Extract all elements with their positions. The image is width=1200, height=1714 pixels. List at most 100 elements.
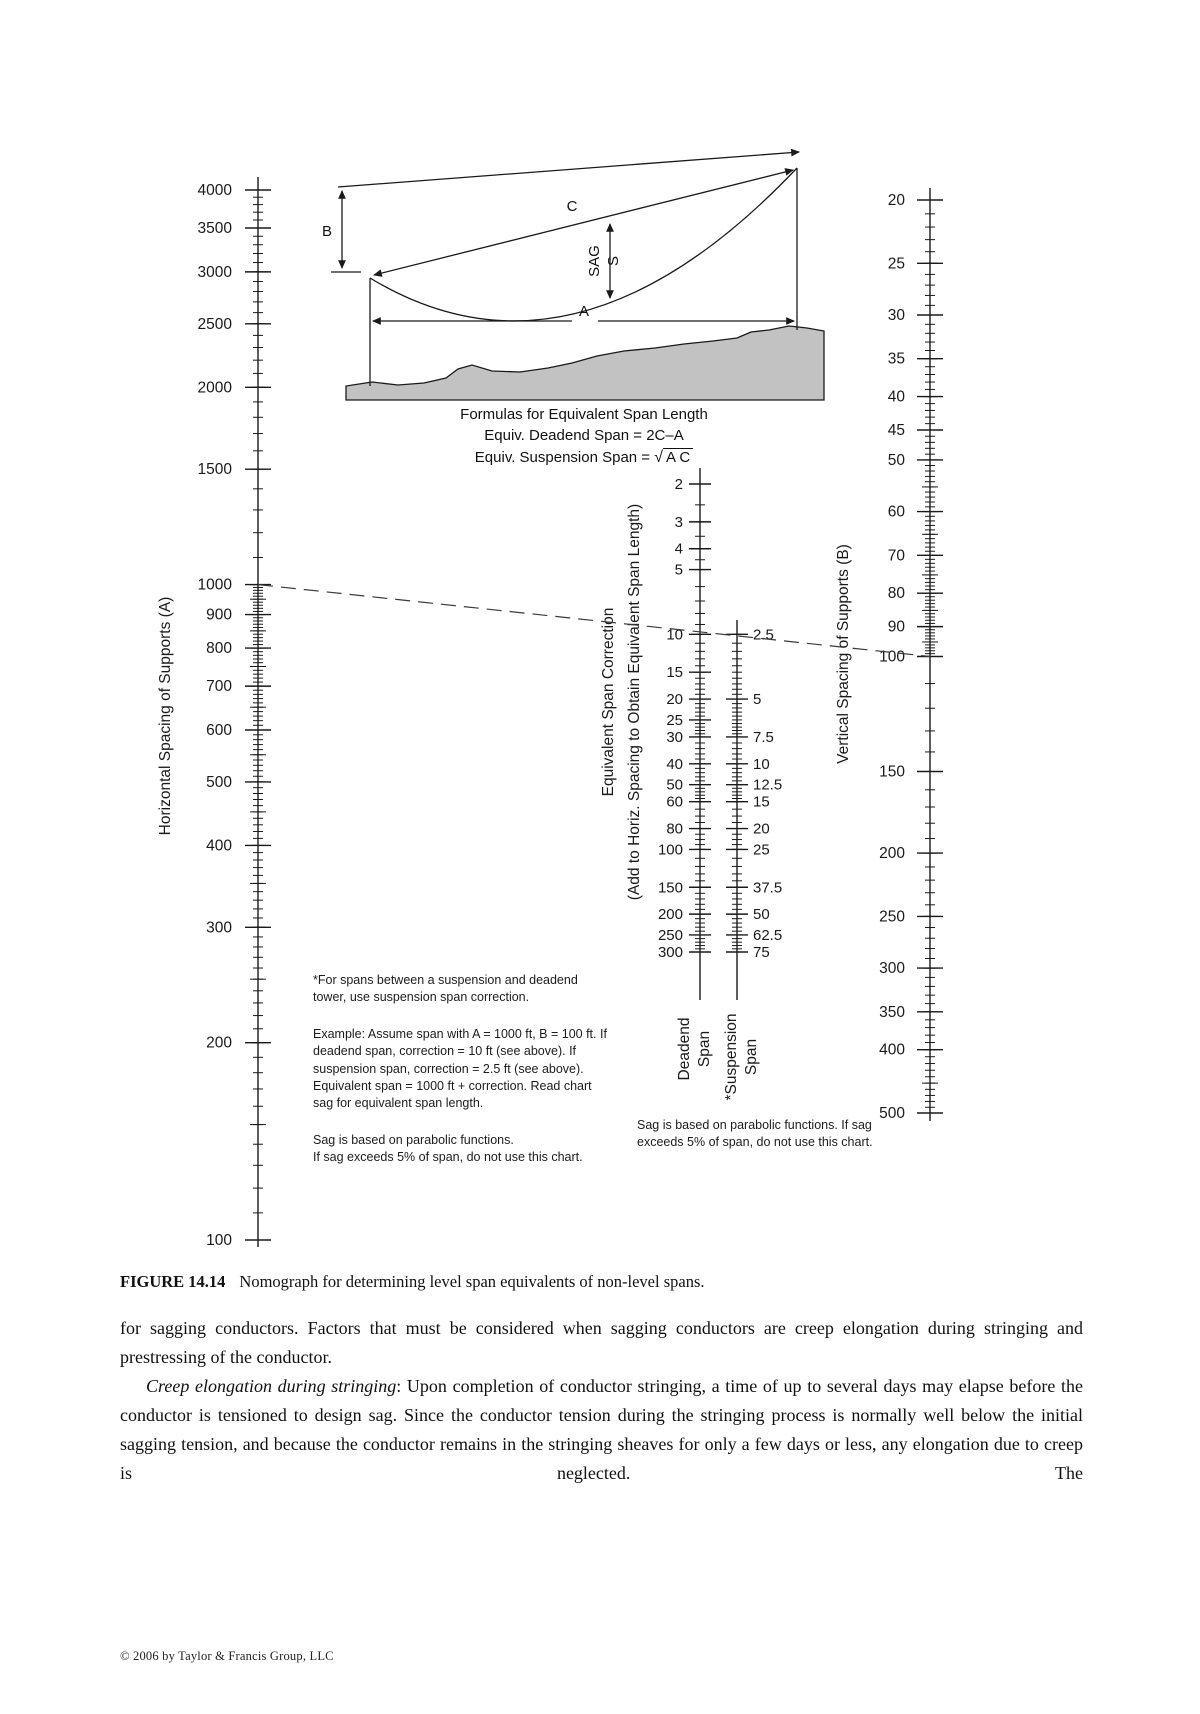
tick-label: 15: [666, 664, 683, 681]
tick-label: 30: [666, 729, 683, 746]
tick-label: 3000: [198, 264, 233, 281]
tick-label: 2500: [198, 316, 233, 333]
tick-label: 800: [206, 640, 232, 657]
correction-axis-title-line2: (Add to Horiz. Spacing to Obtain Equival…: [626, 504, 643, 900]
tick-label: 35: [888, 351, 905, 368]
formulas-title: Formulas for Equivalent Span Length: [460, 406, 708, 423]
tick-label: 30: [888, 307, 906, 324]
tick-label: 15: [753, 794, 770, 811]
tick-label: 200: [879, 845, 905, 862]
tick-label: 5: [675, 562, 683, 579]
label-s: S: [605, 256, 622, 266]
tick-label: 1000: [198, 577, 233, 594]
terrain: [345, 325, 825, 401]
caption-label: FIGURE 14.14: [120, 1272, 226, 1291]
tick-label: 250: [879, 908, 905, 925]
tick-label: 500: [879, 1105, 905, 1122]
tick-label: 37.5: [753, 879, 782, 896]
label-b: B: [322, 223, 332, 240]
tick-label: 90: [888, 619, 906, 636]
left-axis-title: Horizontal Spacing of Supports (A): [157, 597, 174, 836]
tick-label: 150: [658, 879, 683, 896]
tick-label: 25: [666, 712, 683, 729]
tick-label: 40: [888, 389, 906, 406]
tick-label: 500: [206, 774, 232, 791]
tick-label: 7.5: [753, 729, 774, 746]
label-a: A: [579, 303, 589, 320]
tick-label: 3500: [198, 220, 233, 237]
formula-deadend: Equiv. Deadend Span = 2C–A: [484, 427, 684, 445]
suspension-scale-label-line1: *Suspension: [723, 1013, 740, 1100]
nomograph-scales: 4000350030002500200015001000900800700600…: [198, 177, 943, 1249]
tick-label: 2: [675, 476, 683, 493]
tick-label: 25: [888, 255, 905, 272]
example-dashed-line: [257, 583, 931, 658]
tick-label: 100: [658, 841, 683, 858]
tick-label: 900: [206, 607, 232, 624]
tick-label: 12.5: [753, 777, 782, 794]
tick-label: 2000: [198, 379, 233, 396]
tick-label: 300: [206, 919, 232, 936]
tick-label: 50: [888, 452, 906, 469]
sag-note-right: Sag is based on parabolic functions. If …: [637, 1118, 873, 1150]
tick-label: 80: [666, 821, 683, 838]
tick-label: 150: [879, 764, 905, 781]
tick-label: 62.5: [753, 927, 782, 944]
chord-c-line: [373, 168, 794, 277]
tick-label: 700: [206, 678, 232, 695]
tick-label: 10: [753, 756, 770, 773]
tick-label: 60: [888, 504, 906, 521]
tick-label: 20: [753, 821, 770, 838]
tick-label: 60: [666, 794, 683, 811]
copyright-footer: © 2006 by Taylor & Francis Group, LLC: [120, 1649, 334, 1663]
tick-label: 200: [658, 906, 683, 923]
formula-suspension: Equiv. Suspension Span = √ A C: [340, 447, 828, 470]
tick-label: 600: [206, 722, 232, 739]
tick-label: 4: [675, 541, 683, 558]
radical-sign: √: [654, 448, 664, 466]
label-sag: SAG: [586, 245, 603, 277]
upper-ref-line: [337, 148, 800, 188]
nomograph-figure: B C SAG S A Horizontal Spacing of Suppor…: [157, 148, 943, 1249]
caption-text: Nomograph for determining level span equ…: [239, 1272, 705, 1291]
conductor-curve: [369, 167, 798, 322]
formula-suspension-prefix: Equiv. Suspension Span =: [474, 448, 655, 466]
tick-label: 3: [675, 514, 683, 531]
tick-label: 1500: [198, 461, 233, 478]
suspension-scale-label-line2: Span: [743, 1039, 760, 1075]
asterisk-note: *For spans between a suspension and dead…: [313, 973, 578, 1005]
radicand: A C: [663, 447, 694, 466]
paragraph-2-rest: : Upon completion of conductor stringing…: [120, 1376, 1083, 1483]
tick-label: 100: [206, 1232, 232, 1249]
paragraph-2-lead-italic: Creep elongation during stringing: [146, 1376, 397, 1396]
example-note: Example: Assume span with A = 1000 ft, B…: [313, 1027, 607, 1110]
tick-label: 400: [879, 1042, 905, 1059]
tick-label: 50: [753, 906, 770, 923]
tick-label: 400: [206, 837, 232, 854]
tick-label: 50: [666, 777, 683, 794]
tick-label: 200: [206, 1035, 232, 1052]
deadend-scale-label-line2: Span: [696, 1031, 713, 1067]
tick-label: 40: [666, 756, 683, 773]
label-c: C: [567, 198, 578, 215]
paragraph-2: Creep elongation during stringing: Upon …: [120, 1372, 1083, 1488]
sag-note-left: Sag is based on parabolic functions. If …: [313, 1133, 583, 1165]
tick-label: 2.5: [753, 626, 774, 643]
tick-label: 80: [888, 585, 906, 602]
paragraph-1: for sagging conductors. Factors that mus…: [120, 1318, 1083, 1367]
tick-label: 20: [666, 691, 683, 708]
tick-label: 45: [888, 422, 905, 439]
deadend-scale-label-line1: Deadend: [676, 1018, 693, 1081]
tick-label: 350: [879, 1004, 905, 1021]
figure-caption: FIGURE 14.14 Nomograph for determining le…: [120, 1272, 1085, 1292]
tick-label: 300: [879, 960, 905, 977]
tick-label: 20: [888, 192, 906, 209]
body-text: for sagging conductors. Factors that mus…: [120, 1314, 1083, 1488]
tick-label: 250: [658, 927, 683, 944]
tick-label: 300: [658, 944, 683, 961]
tick-label: 75: [753, 944, 770, 961]
tick-label: 5: [753, 691, 761, 708]
span-diagram: [331, 148, 825, 401]
tick-label: 4000: [198, 182, 233, 199]
